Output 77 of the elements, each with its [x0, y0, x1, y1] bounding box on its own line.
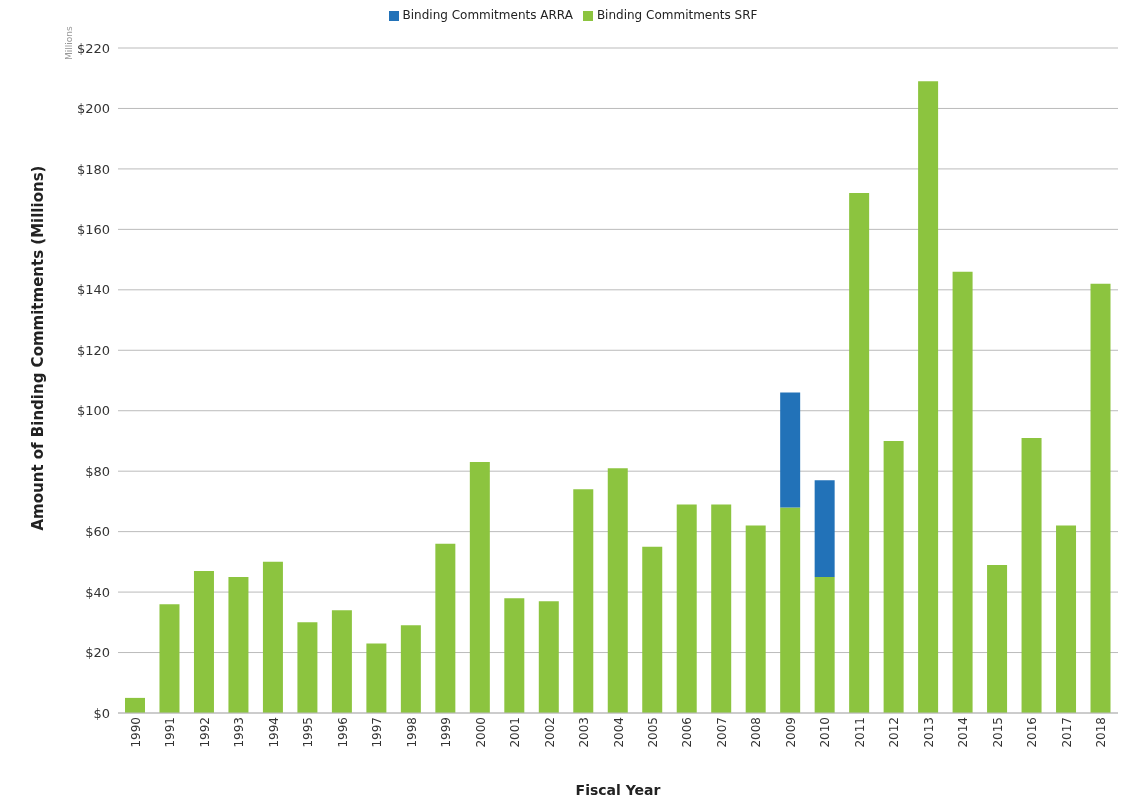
bar: [711, 504, 732, 713]
x-tick-label: 2006: [680, 717, 695, 748]
bar: [642, 546, 663, 713]
y-axis-title: Amount of Binding Commitments (Millions): [29, 165, 48, 531]
x-tick-label: 2001: [508, 717, 523, 748]
bar: [987, 564, 1008, 713]
y-tick-label: $160: [76, 221, 110, 237]
x-tick-label: 2008: [749, 717, 764, 748]
x-tick-label: 2010: [818, 717, 833, 748]
bar: [952, 271, 973, 713]
bar: [297, 622, 318, 713]
x-tick-label: 1993: [232, 717, 247, 748]
bar: [745, 525, 766, 713]
bar: [504, 598, 525, 713]
bar: [814, 576, 835, 713]
bar: [262, 561, 283, 713]
x-tick-label: 2000: [473, 717, 488, 748]
x-tick-label: 2015: [990, 717, 1005, 748]
bar: [883, 440, 904, 713]
bar: [366, 643, 387, 713]
bar: [814, 480, 835, 577]
y-tick-label: $80: [85, 463, 110, 479]
x-tick-label: 1998: [404, 717, 419, 748]
x-tick-label: 1992: [197, 717, 212, 748]
text: Millions: [64, 26, 74, 60]
x-tick-label: 1997: [370, 717, 385, 748]
x-tick-label: 1990: [128, 717, 143, 748]
y-tick-label: $140: [76, 282, 110, 298]
x-tick-label: 1991: [163, 717, 178, 748]
bar: [780, 507, 801, 713]
x-tick-label: 2005: [646, 717, 660, 748]
bar: [435, 543, 456, 713]
bar: [193, 570, 214, 713]
x-tick-label: 2009: [783, 717, 798, 748]
x-tick-label: 1996: [335, 717, 350, 748]
bar: [1090, 283, 1111, 713]
x-tick-label: 2012: [887, 717, 902, 748]
y-tick-label: $200: [76, 101, 110, 117]
y-tick-label: $180: [76, 161, 110, 177]
y-tick-label: $220: [76, 40, 110, 56]
x-tick-label: 2002: [542, 717, 557, 748]
x-tick-label: 1994: [266, 717, 281, 748]
bar: [918, 81, 939, 713]
bar: [1021, 437, 1042, 713]
y-tick-label: $40: [85, 584, 110, 600]
x-tick-label: 2004: [611, 717, 626, 748]
bar: [400, 625, 421, 713]
x-tick-label: 2018: [1094, 717, 1109, 748]
x-tick-label: 2016: [1025, 717, 1040, 748]
x-tick-label: 1995: [301, 717, 316, 748]
bar: [607, 468, 628, 713]
x-tick-label: 2011: [852, 717, 867, 748]
bar: [228, 576, 249, 713]
x-tick-label: 2007: [714, 717, 729, 748]
bar: [331, 610, 352, 713]
y-tick-label: $20: [85, 645, 110, 661]
bar: [780, 392, 801, 508]
x-tick-label: 2003: [577, 717, 592, 748]
y-tick-label: $100: [76, 403, 110, 419]
y-tick-label: $120: [76, 342, 110, 358]
y-tick-label: $0: [93, 705, 110, 721]
x-tick-label: 2014: [956, 717, 971, 748]
x-tick-label: 2017: [1059, 717, 1074, 748]
bar: [676, 504, 697, 713]
bar: [849, 193, 870, 713]
y-tick-label: $60: [85, 524, 110, 540]
bar: [1056, 525, 1077, 713]
x-tick-label: 1999: [439, 717, 454, 748]
bar: [469, 462, 490, 713]
legend-label: Binding Commitments ARRA: [402, 8, 573, 22]
bar: [573, 489, 594, 713]
legend-label: Binding Commitments SRF: [596, 8, 758, 22]
bar: [159, 604, 180, 713]
bar: [125, 697, 145, 713]
x-axis-title: Fiscal Year: [575, 782, 661, 798]
x-tick-label: 2013: [921, 717, 936, 748]
bar: [538, 601, 559, 713]
